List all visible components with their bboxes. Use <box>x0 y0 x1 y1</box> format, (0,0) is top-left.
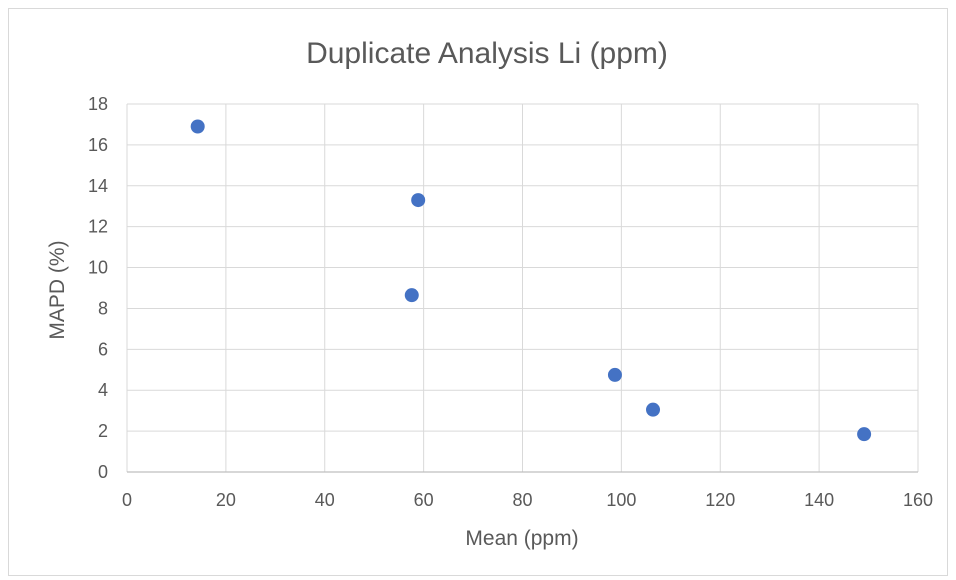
scatter-point <box>857 427 872 442</box>
y-tick-label: 14 <box>88 176 108 196</box>
y-axis-label: MAPD (%) <box>46 240 69 339</box>
y-tick-label: 6 <box>98 339 108 359</box>
y-axis-ticks: 0 2 4 6 8 10 12 14 16 18 <box>88 94 108 482</box>
chart-title: Duplicate Analysis Li (ppm) <box>306 37 668 70</box>
x-tick-label: 80 <box>512 490 532 510</box>
y-tick-label: 16 <box>88 135 108 155</box>
x-axis-ticks: 0 20 40 60 80 100 120 140 160 <box>122 490 933 510</box>
x-tick-label: 20 <box>216 490 236 510</box>
scatter-point <box>411 193 426 208</box>
x-tick-label: 100 <box>606 490 636 510</box>
x-tick-label: 120 <box>705 490 735 510</box>
chart-area <box>8 8 948 576</box>
y-tick-label: 8 <box>98 298 108 318</box>
y-tick-label: 0 <box>98 462 108 482</box>
scatter-point <box>607 367 622 382</box>
scatter-point <box>190 119 205 134</box>
x-tick-label: 40 <box>315 490 335 510</box>
scatter-point <box>646 402 661 417</box>
y-tick-label: 4 <box>98 380 108 400</box>
y-tick-label: 18 <box>88 94 108 114</box>
y-tick-label: 2 <box>98 421 108 441</box>
x-tick-label: 160 <box>903 490 933 510</box>
x-tick-label: 0 <box>122 490 132 510</box>
x-axis-label: Mean (ppm) <box>465 527 578 550</box>
scatter-point <box>404 288 419 303</box>
x-tick-label: 140 <box>804 490 834 510</box>
data-points <box>190 119 872 442</box>
gridlines <box>126 103 919 472</box>
y-tick-label: 10 <box>88 258 108 278</box>
y-tick-label: 12 <box>88 217 108 237</box>
x-tick-label: 60 <box>414 490 434 510</box>
